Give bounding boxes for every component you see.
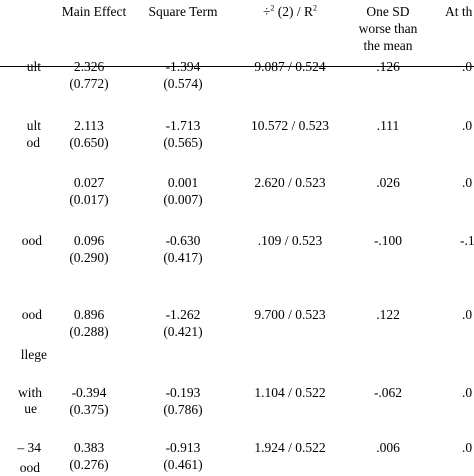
square-term-value: -1.262 xyxy=(165,307,201,322)
main-effect-se: (0.276) xyxy=(69,457,109,472)
chi-r2-value: 2.620 / 0.523 xyxy=(254,175,326,190)
at-the-value: .0 xyxy=(462,175,473,190)
square-term-value: -0.913 xyxy=(165,440,201,455)
square-term-se: (0.565) xyxy=(163,135,203,150)
row-label: od xyxy=(26,135,41,150)
main-effect-se: (0.017) xyxy=(69,192,109,207)
at-the-value: .0 xyxy=(462,440,473,455)
square-term-se: (0.574) xyxy=(163,76,203,91)
main-effect-se: (0.375) xyxy=(69,402,109,417)
square-term-value: -1.713 xyxy=(165,118,201,133)
one-sd-value: -.062 xyxy=(373,385,403,400)
at-the-value: .0 xyxy=(462,307,473,322)
at-the-value: -.1 xyxy=(460,233,474,248)
square-term-value: -0.630 xyxy=(165,233,201,248)
main-effect-value: 0.383 xyxy=(73,440,105,455)
square-term-se: (0.786) xyxy=(163,402,203,417)
header-chi-square-r2: ÷2 (2) / R2 xyxy=(262,3,318,19)
main-effect-value: 2.326 xyxy=(73,59,105,74)
chi-r2-value: 9.087 / 0.524 xyxy=(254,59,326,74)
chi-r2-value: 9.700 / 0.523 xyxy=(254,307,326,322)
row-label: ood xyxy=(21,307,42,322)
chi-r2-value: .109 / 0.523 xyxy=(257,233,323,248)
row-label: with xyxy=(17,385,42,400)
square-term-value: -0.193 xyxy=(165,385,201,400)
square-term-value: 0.001 xyxy=(167,175,199,190)
chi-r2-value: 10.572 / 0.523 xyxy=(250,118,330,133)
one-sd-value: .006 xyxy=(376,440,400,455)
one-sd-value: .122 xyxy=(376,307,400,322)
row-label: – 34 xyxy=(17,440,41,455)
square-term-value: -1.394 xyxy=(165,59,201,74)
square-term-se: (0.007) xyxy=(163,192,203,207)
main-effect-se: (0.650) xyxy=(69,135,109,150)
main-effect-se: (0.772) xyxy=(69,76,109,91)
chi-r2-value: 1.924 / 0.522 xyxy=(254,440,326,455)
header-rule xyxy=(0,66,474,67)
main-effect-se: (0.290) xyxy=(69,250,109,265)
square-term-se: (0.421) xyxy=(163,324,203,339)
one-sd-value: .111 xyxy=(376,118,400,133)
main-effect-value: 0.896 xyxy=(73,307,105,322)
row-label: ult xyxy=(26,118,41,133)
main-effect-value: -0.394 xyxy=(71,385,107,400)
header-square-term: Square Term xyxy=(148,4,218,19)
main-effect-value: 2.113 xyxy=(74,118,104,133)
main-effect-value: 0.027 xyxy=(73,175,105,190)
chi-r2-value: 1.104 / 0.522 xyxy=(254,385,326,400)
row-label: ood xyxy=(19,460,40,475)
row-label: llege xyxy=(20,347,47,362)
main-effect-value: 0.096 xyxy=(73,233,105,248)
square-term-se: (0.461) xyxy=(163,457,203,472)
header-main-effect: Main Effect xyxy=(61,4,127,19)
one-sd-value: .126 xyxy=(376,59,400,74)
header-at-the: At th xyxy=(445,4,473,19)
square-term-se: (0.417) xyxy=(163,250,203,265)
main-effect-se: (0.288) xyxy=(69,324,109,339)
row-label: ood xyxy=(21,233,42,248)
at-the-value: .0 xyxy=(462,59,473,74)
at-the-value: .0 xyxy=(462,385,473,400)
row-label: ue xyxy=(24,401,37,416)
row-label: ult xyxy=(26,59,41,74)
header-one-sd-worse: One SD worse than the mean xyxy=(358,4,418,53)
one-sd-value: -.100 xyxy=(373,233,403,248)
at-the-value: .0 xyxy=(462,118,473,133)
one-sd-value: .026 xyxy=(376,175,400,190)
